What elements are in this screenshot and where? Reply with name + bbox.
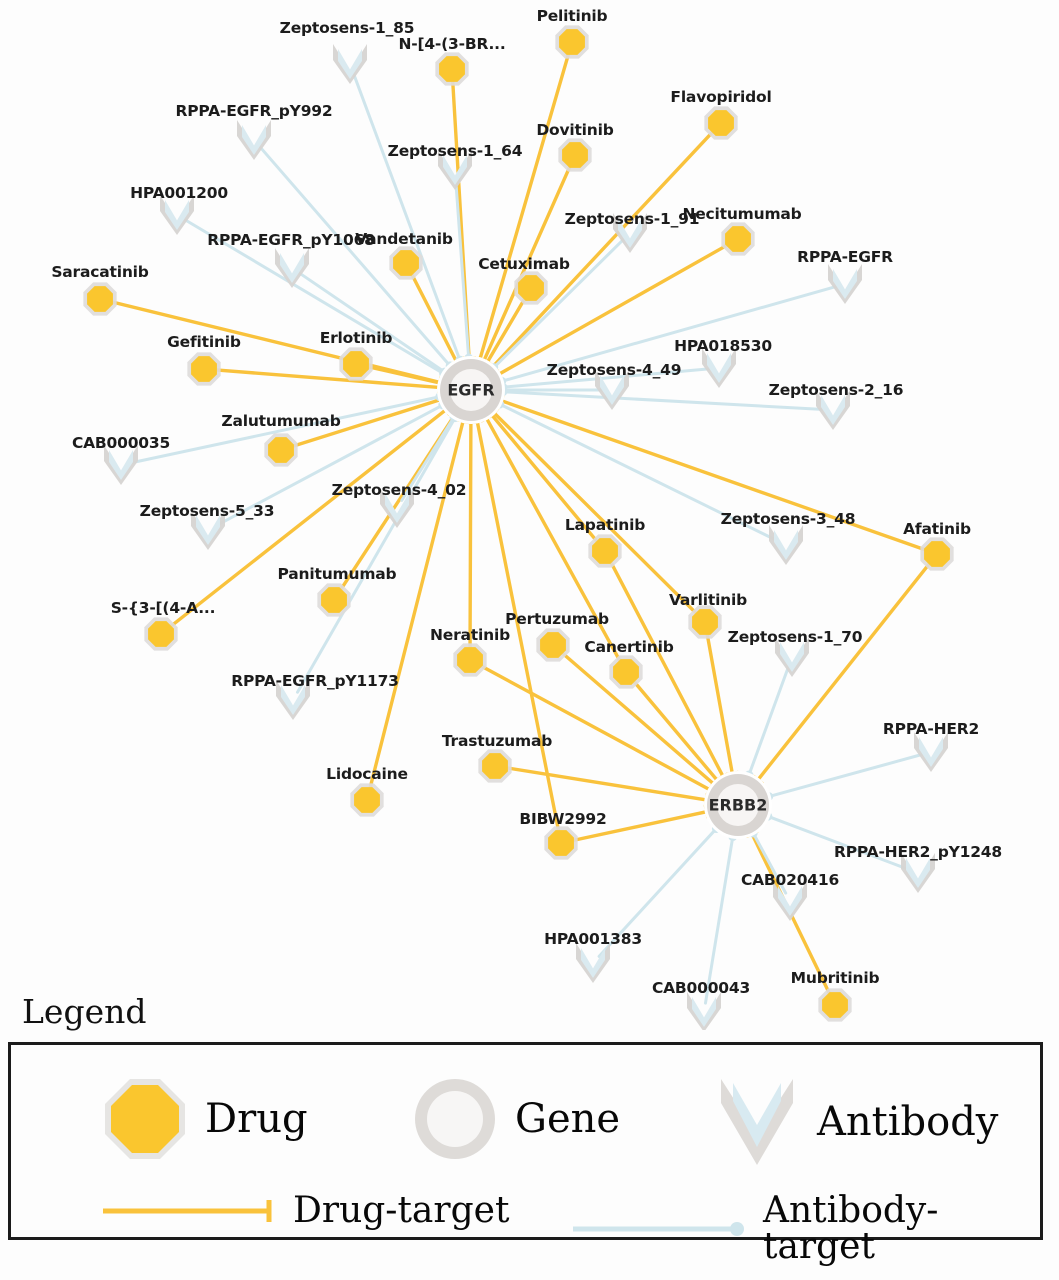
drug-node[interactable]: [453, 643, 487, 677]
drug-node[interactable]: [920, 537, 954, 571]
antibody-node[interactable]: [275, 248, 309, 288]
legend-label-gene: Gene: [515, 1096, 621, 1142]
nodes-layer[interactable]: [83, 25, 954, 1030]
antibody-node[interactable]: [914, 732, 948, 772]
antibody-node[interactable]: [104, 445, 138, 485]
legend-label-drug: Drug: [205, 1096, 308, 1142]
antibody-node[interactable]: [775, 637, 809, 677]
network-canvas[interactable]: [0, 0, 1059, 1030]
drug-node[interactable]: [704, 106, 738, 140]
edges-layer: [107, 48, 934, 1005]
drug-node[interactable]: [544, 826, 578, 860]
legend-label-antibody-target: Antibody-target: [763, 1190, 939, 1267]
antibody-target-edge-icon: [569, 1214, 749, 1244]
antibody-node[interactable]: [702, 348, 736, 388]
drug-node[interactable]: [144, 617, 178, 651]
legend-item-antibody-target: Antibody-target: [569, 1193, 1040, 1265]
legend-box: Drug Gene Antibody: [8, 1042, 1043, 1265]
gene-node[interactable]: [704, 771, 772, 839]
antibody-node[interactable]: [333, 44, 367, 84]
antibody-node[interactable]: [773, 881, 807, 921]
antibody-node[interactable]: [901, 853, 935, 893]
drug-node[interactable]: [555, 25, 589, 59]
legend: Legend Drug Gene: [0, 980, 1059, 1280]
drug-node[interactable]: [514, 271, 548, 305]
antibody-node[interactable]: [769, 525, 803, 565]
drug-node[interactable]: [83, 282, 117, 316]
antibody-node[interactable]: [828, 264, 862, 304]
drug-target-edge-icon: [99, 1196, 279, 1226]
antibody-node[interactable]: [687, 992, 721, 1030]
legend-label-antibody: Antibody: [817, 1099, 999, 1145]
drug-node[interactable]: [818, 988, 852, 1022]
legend-title: Legend: [22, 992, 147, 1031]
gene-node[interactable]: [437, 356, 505, 424]
drug-node[interactable]: [389, 246, 423, 280]
drug-node[interactable]: [558, 138, 592, 172]
antibody-node[interactable]: [613, 213, 647, 253]
antibody-chevron-icon: [711, 1073, 803, 1171]
drug-octagon-icon: [99, 1073, 191, 1165]
drug-node[interactable]: [264, 433, 298, 467]
legend-item-gene: Gene: [409, 1073, 620, 1165]
antibody-node[interactable]: [595, 370, 629, 410]
antibody-node[interactable]: [237, 120, 271, 160]
legend-item-antibody: Antibody: [711, 1073, 998, 1171]
drug-node[interactable]: [187, 352, 221, 386]
drug-node[interactable]: [317, 583, 351, 617]
legend-item-drug: Drug: [99, 1073, 308, 1165]
legend-item-drug-target: Drug-target: [99, 1193, 509, 1229]
antibody-node[interactable]: [438, 150, 472, 190]
antibody-node[interactable]: [191, 510, 225, 550]
antibody-node[interactable]: [576, 943, 610, 983]
antibody-node[interactable]: [276, 680, 310, 720]
drug-node[interactable]: [350, 783, 384, 817]
antibody-node[interactable]: [160, 195, 194, 235]
drug-node[interactable]: [588, 534, 622, 568]
antibody-node[interactable]: [816, 390, 850, 430]
drug-node[interactable]: [721, 222, 755, 256]
drug-node[interactable]: [609, 655, 643, 689]
drug-node[interactable]: [688, 605, 722, 639]
drug-node[interactable]: [435, 52, 469, 86]
drug-node[interactable]: [339, 347, 373, 381]
drug-node[interactable]: [478, 749, 512, 783]
drug-node[interactable]: [536, 628, 570, 662]
legend-label-drug-target: Drug-target: [293, 1190, 510, 1231]
node-label: EGFR: [447, 380, 495, 400]
node-label: ERBB2: [708, 795, 768, 815]
antibody-node[interactable]: [380, 488, 414, 528]
gene-circle-icon: [409, 1073, 501, 1165]
